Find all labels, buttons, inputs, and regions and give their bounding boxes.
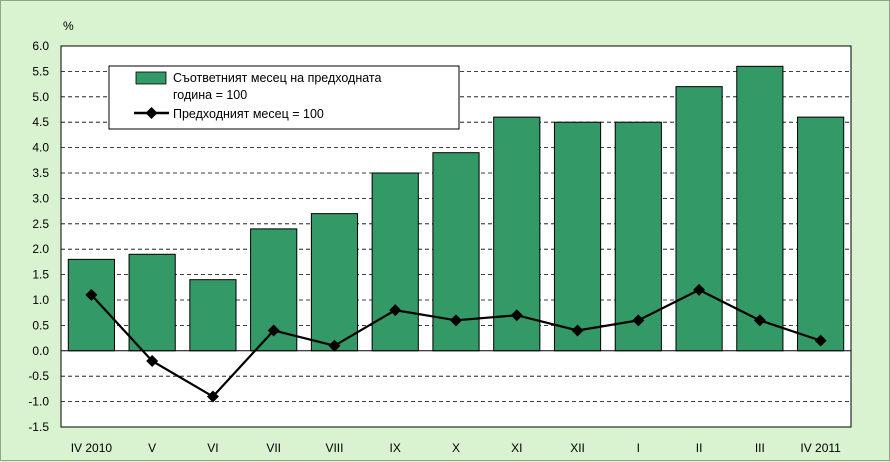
y-tick-label: 5.0 xyxy=(32,90,49,104)
x-tick-label: V xyxy=(148,441,156,455)
line-point xyxy=(450,314,462,327)
y-tick-label: 3.5 xyxy=(32,166,49,180)
legend-box xyxy=(108,65,460,130)
x-tick-label: II xyxy=(696,441,703,455)
x-tick-label: III xyxy=(755,441,765,455)
line-point xyxy=(206,390,219,403)
x-tick-label: VIII xyxy=(325,441,343,455)
y-tick-label: 1.0 xyxy=(32,293,49,307)
y-tick-label: -1.0 xyxy=(28,395,49,409)
y-tick-label: 2.5 xyxy=(32,217,49,231)
x-tick-label: IX xyxy=(390,441,401,455)
x-tick-label: XII xyxy=(570,441,585,455)
legend-line-label: Предходният месец = 100 xyxy=(173,107,324,121)
y-tick-label: 1.5 xyxy=(32,268,49,282)
x-tick-label: X xyxy=(452,441,460,455)
x-tick-label: XI xyxy=(511,441,522,455)
x-tick-label: VI xyxy=(207,441,218,455)
bar xyxy=(736,65,784,352)
line-point xyxy=(267,324,280,337)
line-point xyxy=(328,339,341,352)
y-tick-label: 4.0 xyxy=(32,141,49,155)
y-axis-unit-label: % xyxy=(63,19,74,33)
bar xyxy=(189,279,237,352)
legend-line-marker xyxy=(145,107,158,119)
y-tick-label: 5.5 xyxy=(32,64,49,78)
line-point xyxy=(693,283,706,296)
line-series xyxy=(85,283,827,403)
bar xyxy=(797,116,845,352)
legend-bar-label-line2: година = 100 xyxy=(173,88,247,102)
y-tick-label: 2.0 xyxy=(32,242,49,256)
y-tick-label: -1.5 xyxy=(28,420,49,434)
y-tick-label: 0.0 xyxy=(32,344,49,358)
bar xyxy=(675,86,723,352)
y-axis-ticks: 6.0 5.5 5.0 4.5 4.0 3.5 3.0 2.5 2.0 1.5 1.0 0.5 0.0 -… xyxy=(28,39,49,434)
legend-bar-swatch xyxy=(135,71,167,85)
x-axis-ticks: IV 2010 V VI VII VIII IX X XI XII I II III IV 2011 xyxy=(71,441,841,455)
y-tick-label: 4.5 xyxy=(32,115,49,129)
y-tick-label: 3.0 xyxy=(32,191,49,205)
legend: Съответният месец на предходната година … xyxy=(108,65,460,130)
line-point xyxy=(85,288,98,301)
x-tick-label: IV 2011 xyxy=(800,441,841,455)
line-point xyxy=(389,304,402,317)
line-point xyxy=(146,354,159,367)
x-tick-label: IV 2010 xyxy=(71,441,113,455)
line-point xyxy=(753,314,766,327)
y-tick-label: 6.0 xyxy=(32,39,49,53)
line-point xyxy=(510,309,523,322)
bar xyxy=(371,172,419,352)
y-tick-label: -0.5 xyxy=(28,369,49,383)
bar xyxy=(310,213,359,352)
legend-bar-label-line1: Съответният месец на предходната xyxy=(173,71,382,85)
line-point xyxy=(814,334,827,347)
y-tick-label: 0.5 xyxy=(32,318,49,332)
x-tick-label: VII xyxy=(266,441,281,455)
bar xyxy=(67,258,115,352)
line-point xyxy=(571,324,584,337)
bar xyxy=(128,253,176,352)
x-tick-label: I xyxy=(637,441,640,455)
bar xyxy=(553,121,602,352)
line-point xyxy=(632,314,645,327)
